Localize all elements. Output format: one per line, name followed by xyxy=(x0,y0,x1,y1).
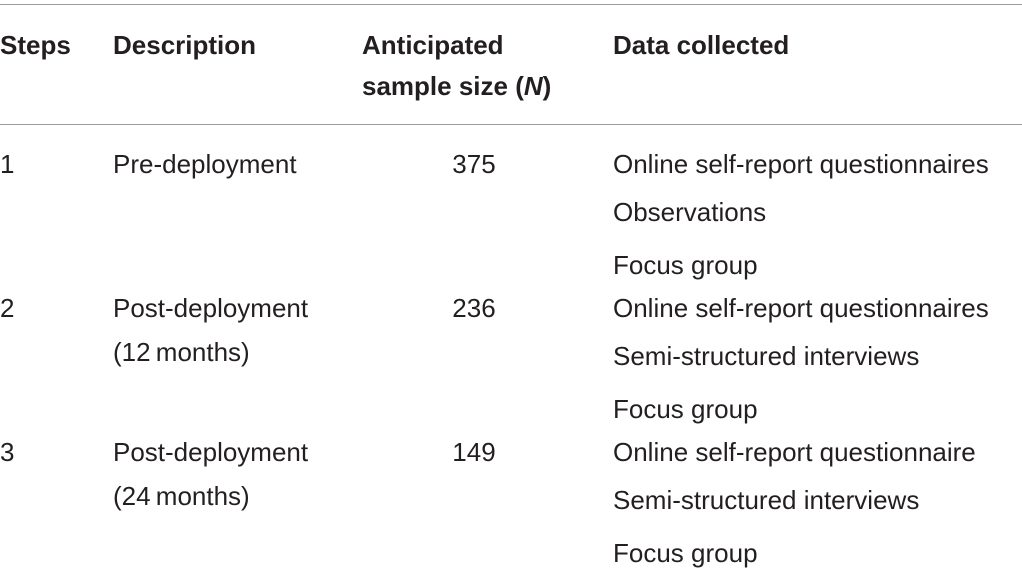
table-top-rule xyxy=(0,4,1022,5)
cell-sample-size: 375 xyxy=(452,149,496,179)
data-collected-item: Focus group xyxy=(613,394,758,424)
header-data-collected: Data collected xyxy=(613,30,790,60)
header-sample-size-prefix: sample size ( xyxy=(362,71,524,101)
cell-step: 1 xyxy=(0,149,15,179)
header-description: Description xyxy=(113,30,257,60)
cell-sample-size: 236 xyxy=(452,293,496,323)
header-sample-size-line2: sample size (N) xyxy=(362,66,551,107)
description-line: (24 months) xyxy=(113,481,250,511)
data-collected-item: Semi-structured interviews xyxy=(613,485,920,515)
header-steps: Steps xyxy=(0,30,71,60)
description-line: Pre-deployment xyxy=(113,149,297,179)
description-line: Post-deployment xyxy=(113,293,309,323)
data-collected-item: Online self-report questionnaires xyxy=(613,293,989,323)
cell-description: Post-deployment (24 months) xyxy=(113,430,308,518)
data-collected-item: Online self-report questionnaire xyxy=(613,437,976,467)
data-collected-item: Online self-report questionnaires xyxy=(613,149,989,179)
cell-data-collected: Online self-report questionnaires Observ… xyxy=(613,142,989,292)
header-sample-size-line1: Anticipated xyxy=(362,30,504,60)
cell-data-collected: Online self-report questionnaire Semi-st… xyxy=(613,430,976,580)
header-sample-size: Anticipated sample size (N) xyxy=(362,25,551,107)
cell-data-collected: Online self-report questionnaires Semi-s… xyxy=(613,286,989,436)
cell-step: 2 xyxy=(0,293,15,323)
data-collected-item: Focus group xyxy=(613,538,758,568)
data-collected-item: Focus group xyxy=(613,250,758,280)
header-sample-size-suffix: ) xyxy=(542,71,552,101)
description-line: (12 months) xyxy=(113,337,250,367)
description-line: Post-deployment xyxy=(113,437,309,467)
table-header-rule xyxy=(0,124,1022,125)
data-collected-item: Semi-structured interviews xyxy=(613,341,920,371)
data-collected-item: Observations xyxy=(613,197,767,227)
cell-description: Pre-deployment xyxy=(113,142,297,186)
cell-description: Post-deployment (12 months) xyxy=(113,286,308,374)
cell-sample-size: 149 xyxy=(452,437,496,467)
header-sample-size-variable: N xyxy=(523,71,543,101)
cell-step: 3 xyxy=(0,437,15,467)
